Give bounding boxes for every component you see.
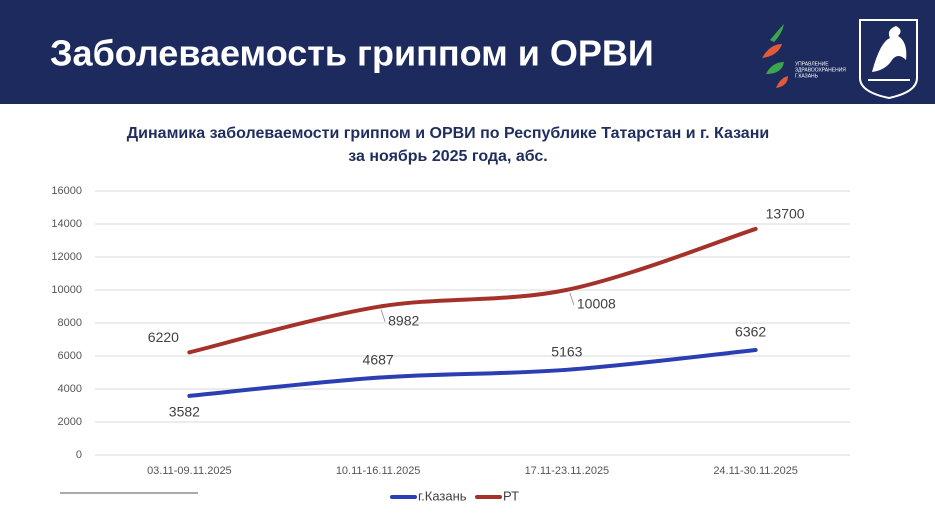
logo-text: ЗДРАВООХРАНЕНИЯ [795, 67, 846, 73]
y-tick-label: 6000 [58, 350, 82, 362]
y-tick-label: 14000 [51, 218, 82, 230]
y-tick-label: 16000 [51, 185, 82, 197]
y-tick-label: 8000 [58, 317, 82, 329]
legend-label: г.Казань [418, 488, 467, 503]
y-tick-label: 4000 [58, 383, 82, 395]
logo-text: УПРАВЛЕНИЕ [795, 61, 829, 67]
series-line [187, 226, 758, 355]
header-title: Заболеваемость гриппом и ОРВИ [50, 33, 654, 74]
y-tick-label: 10000 [51, 284, 82, 296]
x-tick-label: 24.11-30.11.2025 [713, 465, 798, 477]
y-tick-label: 0 [76, 449, 82, 461]
chart-title: за ноябрь 2025 года, абс. [348, 148, 548, 165]
logo-text: Г.КАЗАНЬ [795, 73, 819, 79]
data-label: 5163 [551, 344, 582, 360]
legend-label: РТ [503, 488, 519, 503]
chart-title: Динамика заболеваемости гриппом и ОРВИ п… [127, 125, 769, 142]
data-label: 13700 [766, 206, 805, 222]
x-tick-label: 03.11-09.11.2025 [147, 465, 232, 477]
x-tick-label: 10.11-16.11.2025 [336, 465, 421, 477]
x-tick-label: 17.11-23.11.2025 [525, 465, 610, 477]
data-label: 8982 [388, 313, 419, 329]
y-tick-label: 12000 [51, 251, 82, 263]
leader-line [380, 309, 386, 322]
logo: УПРАВЛЕНИЕ ЗДРАВООХРАНЕНИЯ Г.КАЗАНЬ [762, 24, 846, 88]
data-label: 6220 [148, 329, 179, 345]
data-label: 3582 [169, 404, 200, 420]
leader-line [569, 292, 575, 305]
emblem [859, 19, 918, 100]
data-label: 4687 [363, 351, 394, 367]
series-line [187, 348, 758, 398]
data-label: 6362 [735, 324, 766, 340]
data-label: 10008 [577, 296, 616, 312]
y-tick-label: 2000 [58, 416, 82, 428]
